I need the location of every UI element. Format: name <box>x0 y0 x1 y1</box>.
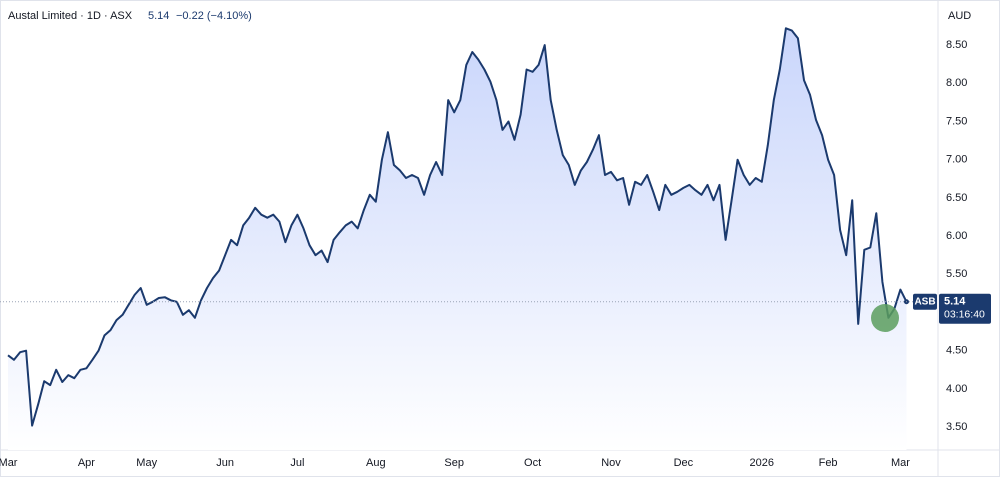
plot-area <box>0 27 938 451</box>
x-tick-label: Nov <box>601 457 621 469</box>
y-tick-label: 3.50 <box>946 421 967 433</box>
price-line <box>7 27 908 427</box>
y-tick-label: 4.00 <box>946 383 967 395</box>
chart-title: Austal Limited · 1D · ASX <box>8 10 133 22</box>
y-tick-label: 5.50 <box>946 268 967 280</box>
price-badge <box>939 293 991 324</box>
y-tick-label: 4.50 <box>946 345 967 357</box>
y-tick-label: 6.00 <box>946 230 967 242</box>
header-change: −0.22 (−4.10%) <box>176 10 252 22</box>
y-tick-label: 7.50 <box>946 115 967 127</box>
x-tick-label: 2026 <box>750 457 774 469</box>
x-tick-label: Jun <box>216 457 234 469</box>
y-tick-label: 6.50 <box>946 192 967 204</box>
y-tick-label: 8.50 <box>946 39 967 51</box>
header-price: 5.14 <box>148 10 169 22</box>
y-tick-label: 7.00 <box>946 154 967 166</box>
currency[interactable]: AUD <box>948 10 971 22</box>
x-tick-label: May <box>136 457 157 469</box>
symbol-badge <box>913 293 937 310</box>
x-tick-label: Mar <box>891 457 910 469</box>
currency-box <box>942 6 988 26</box>
x-tick-label: Dec <box>674 457 694 469</box>
highlight-marker <box>871 304 899 332</box>
x-tick-label: Jul <box>290 457 304 469</box>
symbol-label: ASB <box>914 296 935 307</box>
y-tick-label: 8.00 <box>946 77 967 89</box>
price-badge-value: 5.14 <box>944 296 966 308</box>
x-tick-label: Apr <box>78 457 95 469</box>
x-tick-label: Aug <box>366 457 386 469</box>
area-fill <box>8 28 907 451</box>
x-tick-label: Sep <box>444 457 464 469</box>
x-tick-label: Oct <box>524 457 541 469</box>
price-badge-countdown: 03:16:40 <box>944 309 985 321</box>
x-tick-label: Mar <box>0 457 18 469</box>
x-tick-label: Feb <box>819 457 838 469</box>
